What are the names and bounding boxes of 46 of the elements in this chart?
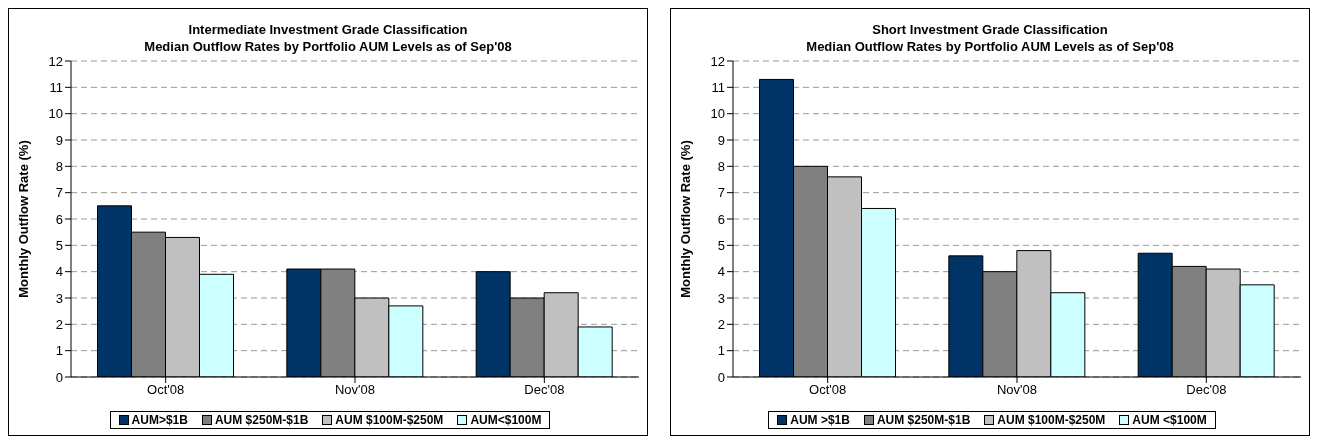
y-tick-label: 1 xyxy=(717,343,725,359)
legend-label: AUM $250M-$1B xyxy=(213,413,309,427)
y-tick-label: 1 xyxy=(55,343,63,359)
legend-label: AUM $100M-$250M xyxy=(996,413,1106,427)
legend-label: AUM $100M-$250M xyxy=(334,413,444,427)
y-tick-label: 11 xyxy=(49,79,63,95)
chart-subtitle: Median Outflow Rates by Portfolio AUM Levels as of Sep'08 xyxy=(143,38,513,55)
x-tick-label: Nov'08 xyxy=(334,382,376,398)
y-tick-label: 12 xyxy=(710,53,725,69)
y-tick-label: 6 xyxy=(717,211,725,227)
legend-label: AUM <$100M xyxy=(1131,413,1207,427)
y-tick-label: 12 xyxy=(48,53,63,69)
y-tick-label: 0 xyxy=(55,369,63,385)
y-axis-title: Monthly Outflow Rate (%) xyxy=(15,140,31,298)
legend-label: AUM $250M-$1B xyxy=(875,413,971,427)
y-tick-label: 4 xyxy=(55,264,63,280)
y-tick-label: 3 xyxy=(717,290,725,306)
x-tick-label: Dec'08 xyxy=(524,382,565,398)
y-tick-label: 5 xyxy=(717,237,725,253)
y-tick-label: 5 xyxy=(55,237,63,253)
y-tick-label: 8 xyxy=(717,158,725,174)
y-tick-label: 0 xyxy=(717,369,725,385)
x-tick-label: Oct'08 xyxy=(147,382,185,398)
y-tick-label: 8 xyxy=(55,158,63,174)
x-tick-label: Nov'08 xyxy=(996,382,1038,398)
y-tick-label: 10 xyxy=(48,106,63,122)
x-tick-label: Oct'08 xyxy=(809,382,847,398)
y-tick-label: 9 xyxy=(717,132,725,148)
y-tick-label: 4 xyxy=(717,264,725,280)
y-tick-label: 11 xyxy=(711,79,725,95)
y-tick-label: 6 xyxy=(55,211,63,227)
y-tick-label: 9 xyxy=(55,132,63,148)
chart-title: Intermediate Investment Grade Classification xyxy=(187,21,469,38)
legend-label: AUM>$1B xyxy=(130,413,188,427)
y-tick-label: 2 xyxy=(55,316,63,332)
y-tick-label: 7 xyxy=(717,185,725,201)
chart-title: Short Investment Grade Classification xyxy=(871,21,1109,38)
legend-label: AUM >$1B xyxy=(789,413,850,427)
y-tick-label: 7 xyxy=(55,185,63,201)
y-tick-label: 10 xyxy=(710,106,725,122)
y-tick-label: 2 xyxy=(717,316,725,332)
y-tick-label: 3 xyxy=(55,290,63,306)
x-tick-label: Dec'08 xyxy=(1186,382,1227,398)
legend-label: AUM<$100M xyxy=(469,413,542,427)
y-axis-title: Monthly Outflow Rate (%) xyxy=(677,140,693,298)
chart-subtitle: Median Outflow Rates by Portfolio AUM Levels as of Sep'08 xyxy=(805,38,1175,55)
